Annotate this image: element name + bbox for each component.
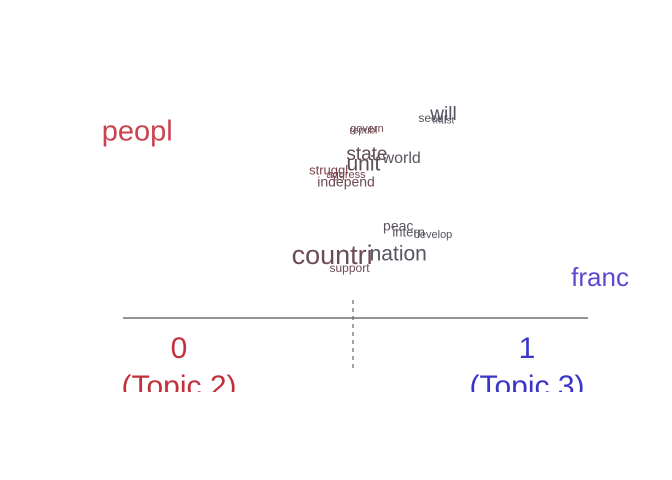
- word-peac: peac: [383, 218, 413, 234]
- word-countri: countri: [292, 240, 373, 270]
- word-nation: nation: [370, 243, 427, 266]
- word-unit: unit: [347, 153, 381, 176]
- word-independ: independ: [317, 174, 375, 190]
- word-peopl: peopl: [102, 116, 173, 148]
- word-aggress: aggress: [326, 169, 366, 181]
- tick-label-1: 1: [519, 332, 536, 365]
- word-franc: franc: [571, 262, 629, 292]
- word-struggl: struggl: [309, 162, 348, 177]
- word-republ: republ: [350, 126, 378, 137]
- word-world: world: [382, 150, 421, 167]
- word-govern: govern: [350, 123, 384, 135]
- word-secur: secur: [418, 111, 447, 125]
- word-will: will: [429, 104, 456, 125]
- tick-sublabel-1: (Topic 3): [469, 370, 584, 403]
- word-state: state: [346, 144, 387, 165]
- tick-label-0: 0: [171, 332, 188, 365]
- word-must: must: [433, 116, 455, 127]
- tick-sublabel-0: (Topic 2): [121, 370, 236, 403]
- plot-area: 0 (Topic 2) 1 (Topic 3) peopl franc willsecurm…: [102, 104, 629, 403]
- word-intern: intern: [392, 224, 425, 239]
- word-develop: develop: [414, 229, 453, 241]
- word-support: support: [330, 261, 371, 275]
